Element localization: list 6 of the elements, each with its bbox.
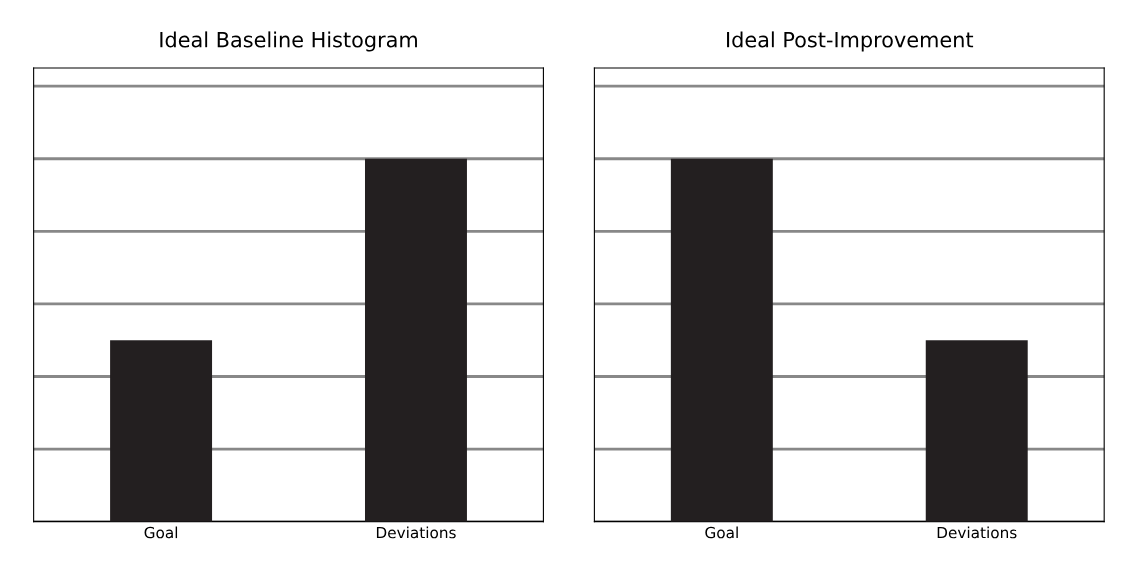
x-tick-label: Goal bbox=[705, 526, 738, 539]
x-tick-label: Deviations bbox=[376, 526, 456, 539]
chart-title: Ideal Baseline Histogram bbox=[160, 31, 417, 52]
x-tick-label: Goal bbox=[144, 526, 178, 539]
chart-title: Ideal Post-Improvement bbox=[727, 31, 974, 52]
x-tick-label: Deviations bbox=[937, 526, 1017, 539]
